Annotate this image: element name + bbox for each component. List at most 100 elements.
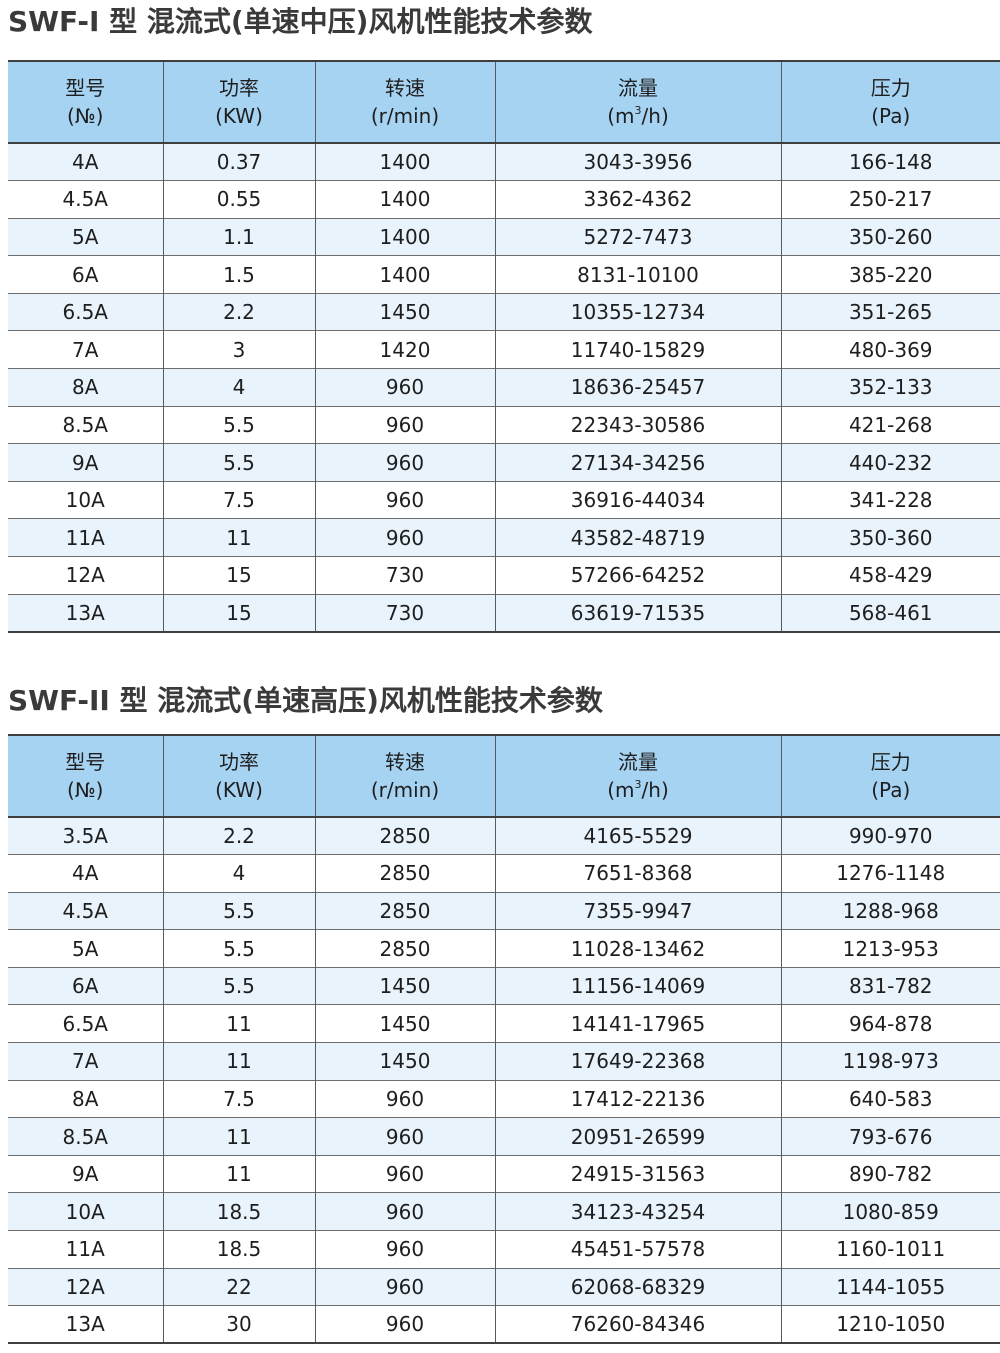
cell-speed: 960 xyxy=(314,406,495,444)
table-row: 11A 18.5 960 45451-57578 1160-1011 xyxy=(8,1230,1000,1269)
cell-airflow: 11028-13462 xyxy=(494,929,781,968)
unit-suffix: /h) xyxy=(641,778,669,802)
cell-model: 6A xyxy=(72,262,99,287)
table-row: 7A 11 1450 17649-22368 1198-973 xyxy=(8,1042,1000,1081)
column-header-name: 功率 xyxy=(219,76,259,100)
cell-airflow: 8131-10100 xyxy=(494,255,781,294)
cell-model: 4.5A xyxy=(62,898,109,923)
table-row: 3.5A 2.2 2850 4165-5529 990-970 xyxy=(8,817,1000,855)
cell-pressure: 421-268 xyxy=(780,406,1000,444)
cell-model: 11A xyxy=(65,1237,105,1262)
column-header-speed: 转速 (r/min) xyxy=(314,61,495,143)
cell-model: 3.5A xyxy=(62,824,109,849)
column-header-name: 压力 xyxy=(870,76,911,100)
cell-power: 11 xyxy=(162,1155,315,1193)
cell-power: 2.2 xyxy=(162,817,315,855)
cell-power: 11 xyxy=(162,1042,315,1081)
table-row: 4.5A 0.55 1400 3362-4362 250-217 xyxy=(8,180,1000,219)
cell-power: 30 xyxy=(162,1305,315,1344)
cell-pressure: 964-878 xyxy=(780,1004,1000,1043)
cell-speed: 960 xyxy=(314,368,495,407)
cell-speed: 1450 xyxy=(314,293,495,331)
cell-speed: 2850 xyxy=(314,817,495,855)
cell-model: 6.5A xyxy=(62,300,109,325)
cell-power: 5.5 xyxy=(162,967,315,1005)
cell-pressure: 831-782 xyxy=(780,967,1000,1005)
cell-airflow: 3043-3956 xyxy=(494,143,781,181)
cell-power: 18.5 xyxy=(162,1230,315,1269)
cell-power: 22 xyxy=(162,1268,315,1306)
table-row: 12A 15 730 57266-64252 458-429 xyxy=(8,556,1000,595)
table-row: 12A 22 960 62068-68329 1144-1055 xyxy=(8,1268,1000,1306)
cell-pressure: 250-217 xyxy=(780,180,1000,219)
cell-pressure: 1210-1050 xyxy=(780,1305,1000,1344)
cell-airflow: 5272-7473 xyxy=(494,218,781,256)
table-row: 9A 11 960 24915-31563 890-782 xyxy=(8,1155,1000,1193)
cell-pressure: 440-232 xyxy=(780,443,1000,482)
table-body: 3.5A 2.2 2850 4165-5529 990-970 4A 4 2850 7651-8… xyxy=(8,817,1000,1344)
column-header-unit: (m3/h) xyxy=(496,776,781,804)
cell-pressure: 350-360 xyxy=(780,518,1000,557)
cell-pressure: 640-583 xyxy=(780,1080,1000,1118)
cell-pressure: 1276-1148 xyxy=(780,854,1000,893)
cell-model: 4A xyxy=(72,150,99,175)
cell-pressure: 458-429 xyxy=(780,556,1000,595)
cell-pressure: 890-782 xyxy=(780,1155,1000,1193)
table-row: 5A 1.1 1400 5272-7473 350-260 xyxy=(8,218,1000,256)
cell-airflow: 24915-31563 xyxy=(494,1155,781,1193)
cell-airflow: 10355-12734 xyxy=(494,293,781,331)
spec-table-swf-ii: 型号 (№) 功率 (KW) 转速 (r/min) 流量 (m3/h) 压力 (Pa) 3.5A 2… xyxy=(8,734,1000,1344)
column-header-airflow: 流量 (m3/h) xyxy=(494,735,781,817)
column-header-unit: (r/min) xyxy=(370,778,440,802)
cell-airflow: 63619-71535 xyxy=(494,594,781,632)
header-row: 型号 (№) 功率 (KW) 转速 (r/min) 流量 (m3/h) 压力 (Pa) xyxy=(8,61,1000,143)
table-row: 8.5A 11 960 20951-26599 793-676 xyxy=(8,1117,1000,1156)
cell-model: 11A xyxy=(65,525,105,550)
cell-model: 8A xyxy=(72,375,99,400)
cell-airflow: 20951-26599 xyxy=(494,1117,781,1156)
cell-pressure: 568-461 xyxy=(780,594,1000,632)
column-header-model: 型号 (№) xyxy=(8,735,163,817)
cell-power: 5.5 xyxy=(162,443,315,482)
cell-airflow: 36916-44034 xyxy=(494,481,781,519)
column-header-name: 流量 xyxy=(618,750,658,774)
cell-pressure: 352-133 xyxy=(780,368,1000,407)
table-row: 4.5A 5.5 2850 7355-9947 1288-968 xyxy=(8,892,1000,930)
table-row: 8A 4 960 18636-25457 352-133 xyxy=(8,368,1000,407)
cell-pressure: 1144-1055 xyxy=(780,1268,1000,1306)
cell-speed: 2850 xyxy=(314,854,495,893)
cell-pressure: 166-148 xyxy=(780,143,1000,181)
cell-power: 4 xyxy=(162,854,315,893)
column-header-name: 功率 xyxy=(219,750,259,774)
cell-speed: 1400 xyxy=(314,255,495,294)
cell-airflow: 45451-57578 xyxy=(494,1230,781,1269)
table-row: 13A 15 730 63619-71535 568-461 xyxy=(8,594,1000,632)
cell-model: 13A xyxy=(65,600,105,625)
cell-speed: 960 xyxy=(314,1268,495,1306)
section-title-swf-i: SWF-I 型 混流式(单速中压)风机性能技术参数 xyxy=(8,5,593,38)
cell-power: 0.55 xyxy=(162,180,315,219)
section-title-swf-ii: SWF-II 型 混流式(单速高压)风机性能技术参数 xyxy=(8,684,603,717)
cell-power: 1.1 xyxy=(162,218,315,256)
column-header-model: 型号 (№) xyxy=(8,61,163,143)
cell-airflow: 17649-22368 xyxy=(494,1042,781,1081)
cell-power: 2.2 xyxy=(162,293,315,331)
cell-speed: 1400 xyxy=(314,143,495,181)
column-header-name: 压力 xyxy=(870,750,911,774)
cell-model: 7A xyxy=(72,337,99,362)
header-row: 型号 (№) 功率 (KW) 转速 (r/min) 流量 (m3/h) 压力 (Pa) xyxy=(8,735,1000,817)
table-row: 10A 18.5 960 34123-43254 1080-859 xyxy=(8,1192,1000,1231)
cell-power: 11 xyxy=(162,1004,315,1043)
cell-speed: 960 xyxy=(314,1192,495,1231)
column-header-airflow: 流量 (m3/h) xyxy=(494,61,781,143)
cell-model: 6A xyxy=(72,974,99,999)
cell-speed: 1420 xyxy=(314,330,495,369)
cell-speed: 2850 xyxy=(314,929,495,968)
cell-model: 5A xyxy=(72,224,99,249)
unit-prefix: (m xyxy=(607,778,635,802)
cell-speed: 1450 xyxy=(314,1042,495,1081)
cell-power: 5.5 xyxy=(162,929,315,968)
table-row: 9A 5.5 960 27134-34256 440-232 xyxy=(8,443,1000,482)
cell-power: 7.5 xyxy=(162,1080,315,1118)
cell-speed: 1400 xyxy=(314,218,495,256)
